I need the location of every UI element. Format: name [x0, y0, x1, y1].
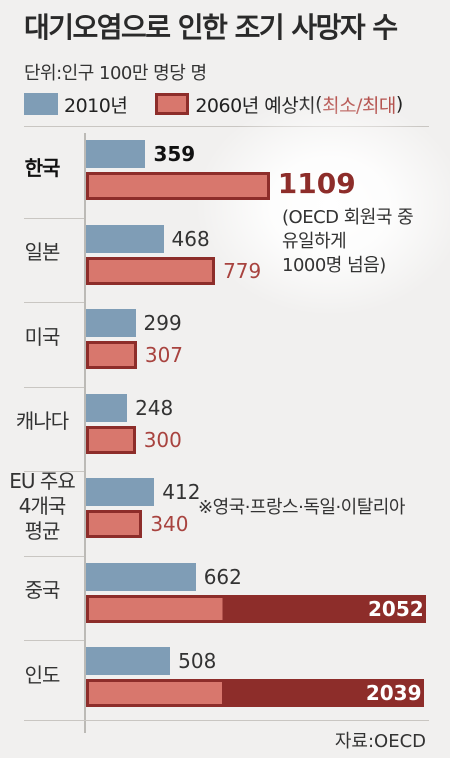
value-label-2010: 299: [143, 311, 182, 335]
category-label: 중국: [2, 578, 82, 603]
bar-2060: [86, 172, 270, 200]
footer-divider: [24, 720, 429, 721]
category-label-line: 중국: [24, 578, 61, 602]
value-label-2010: 508: [178, 649, 217, 673]
group-divider: [24, 386, 84, 388]
group-divider: [24, 640, 84, 641]
bar-2010: [86, 224, 164, 253]
korea-annotation-line-1: (OECD 회원국 중: [282, 207, 414, 228]
group-divider: [24, 302, 84, 303]
bar-2010: [86, 647, 171, 675]
category-label-line: 캐나다: [15, 409, 69, 433]
legend-label-2010: 2010년: [64, 94, 128, 117]
group-divider: [24, 555, 84, 557]
category-label-line: EU 주요: [9, 468, 75, 493]
highlight-glow: [195, 96, 450, 316]
value-label-2060: 2039: [365, 681, 422, 705]
bar-2060: [86, 679, 424, 707]
bar-2010: [86, 309, 136, 337]
value-label-2010: 359: [153, 142, 196, 166]
category-label: 일본: [2, 240, 82, 265]
bar-2060: [86, 256, 216, 285]
unit-label: 단위:인구 100만 명당 명: [24, 63, 207, 84]
korea-annotation-line-2: 유일하게: [282, 231, 347, 252]
page-title: 대기오염으로 인한 조기 사망자 수: [24, 11, 398, 44]
eu-countries-note: ※영국·프랑스·독일·이탈리아: [198, 497, 405, 518]
bar-2060: [86, 425, 136, 454]
korea-annotation-line-3: 1000명 넘음): [282, 255, 386, 276]
value-label-2010: 412: [162, 480, 201, 504]
value-label-2060: 2052: [368, 596, 424, 621]
legend-swatch-2010: [24, 93, 58, 115]
value-label-2060: 779: [223, 258, 262, 283]
bar-2010: [86, 478, 155, 506]
category-axis-line: [84, 133, 86, 733]
category-label-line: 인도: [24, 662, 61, 687]
bar-2060: [86, 510, 143, 538]
value-label-2010: 248: [135, 395, 174, 420]
bar-2010: [86, 562, 196, 591]
bar-2010: [86, 393, 128, 422]
category-label: 미국: [2, 325, 82, 350]
legend-paren-close: ): [395, 93, 403, 115]
bar-2060: [86, 594, 426, 623]
value-label-2060: 300: [143, 427, 182, 452]
group-divider: [24, 471, 84, 472]
value-label-2010: 468: [171, 226, 210, 251]
header-divider: [24, 126, 429, 127]
source-label: 자료:OECD: [334, 731, 426, 752]
bar-2060: [86, 341, 137, 369]
value-label-2060: 1109: [277, 167, 356, 200]
category-label-line: 4개국: [18, 493, 67, 518]
category-label: 한국: [2, 156, 82, 181]
category-label-line: 평균: [24, 518, 61, 543]
category-label-line: 일본: [24, 240, 61, 264]
category-label: 인도: [2, 663, 82, 688]
value-label-2010: 662: [203, 564, 242, 589]
category-label: EU 주요 4개국 평균: [2, 469, 82, 544]
category-label: 캐나다: [2, 409, 82, 434]
category-label-line: 미국: [24, 324, 61, 349]
category-label-line: 한국: [24, 155, 61, 180]
value-label-2060: 340: [150, 512, 189, 536]
legend-swatch-2060: [155, 93, 190, 115]
group-divider: [24, 217, 84, 219]
bar-2010: [86, 140, 146, 168]
value-label-2060: 307: [144, 343, 184, 367]
